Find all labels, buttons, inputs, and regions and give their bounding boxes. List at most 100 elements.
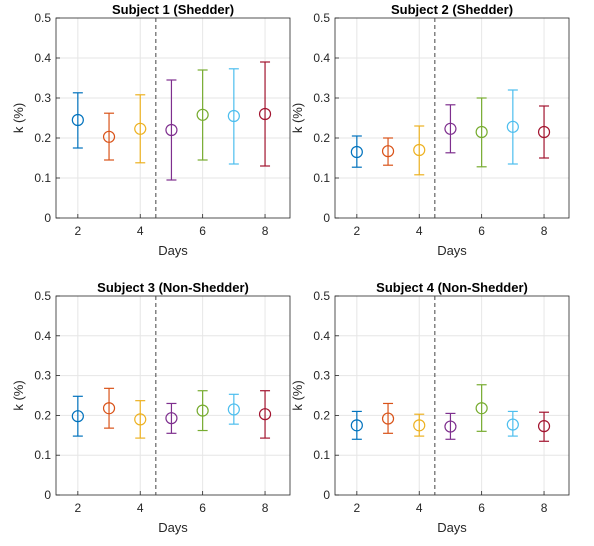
data-point-day-6	[475, 97, 488, 168]
data-marker	[227, 403, 240, 416]
data-point-day-5	[444, 104, 457, 154]
data-marker	[475, 125, 488, 139]
chart-panel-2: 0 0.1 0.2 0.3 0.4 0.5 2 4 6 8 Subject 2 (Shedder) D…	[290, 2, 570, 258]
data-marker	[196, 404, 209, 417]
x-tick-label: 2	[74, 224, 81, 238]
data-point-day-8	[537, 411, 551, 442]
x-axis-label: Days	[437, 520, 467, 535]
data-point-day-3	[381, 137, 395, 166]
y-tick-label: 0.1	[313, 171, 330, 185]
chart-panel-1: 0 0.1 0.2 0.3 0.4 0.5 2 4 6 8 Subject 1 (Shedder) D…	[11, 2, 291, 258]
panel-title: Subject 2 (Shedder)	[391, 2, 513, 17]
x-axis-label: Days	[158, 243, 188, 258]
y-tick-label: 0.3	[34, 91, 51, 105]
y-tick-label: 0.5	[313, 11, 330, 25]
data-marker	[413, 419, 426, 432]
x-tick-label: 2	[74, 501, 81, 515]
data-point-day-7	[506, 89, 519, 165]
x-tick-label: 8	[262, 501, 269, 515]
data-marker	[444, 122, 457, 135]
data-marker	[165, 123, 178, 137]
data-marker	[537, 125, 551, 139]
y-tick-label: 0.4	[34, 329, 51, 343]
data-marker	[102, 402, 116, 415]
data-point-day-4	[413, 413, 426, 437]
y-tick-label: 0.2	[313, 408, 330, 422]
y-tick-label: 0.2	[34, 408, 51, 422]
data-point-day-2	[71, 92, 84, 149]
data-point-day-8	[258, 61, 272, 167]
y-axis-label: k (%)	[290, 103, 305, 133]
data-point-day-6	[475, 384, 488, 432]
data-point-day-4	[134, 94, 147, 164]
x-tick-label: 6	[199, 501, 206, 515]
y-tick-label: 0.3	[34, 369, 51, 383]
x-tick-label: 6	[199, 224, 206, 238]
data-marker	[381, 412, 395, 425]
data-marker	[444, 420, 457, 433]
data-point-day-6	[196, 69, 209, 161]
x-axis-label: Days	[437, 243, 467, 258]
y-tick-label: 0.4	[313, 329, 330, 343]
x-tick-label: 6	[478, 501, 485, 515]
panel-title: Subject 3 (Non-Shedder)	[97, 280, 249, 295]
data-marker	[71, 113, 84, 127]
y-tick-label: 0.2	[313, 131, 330, 145]
axes-box	[55, 17, 291, 219]
x-tick-label: 4	[137, 224, 144, 238]
data-point-day-3	[102, 112, 116, 161]
y-axis-label: k (%)	[11, 380, 26, 410]
data-marker	[227, 109, 240, 123]
x-tick-label: 2	[353, 224, 360, 238]
data-point-day-5	[165, 402, 178, 434]
y-tick-label: 0.5	[34, 289, 51, 303]
data-marker	[506, 418, 519, 431]
y-tick-label: 0.3	[313, 369, 330, 383]
x-tick-label: 4	[416, 501, 423, 515]
x-tick-label: 8	[541, 501, 548, 515]
data-marker	[134, 122, 147, 135]
data-marker	[537, 420, 551, 433]
data-marker	[196, 108, 209, 121]
data-point-day-8	[537, 105, 551, 159]
data-point-day-6	[196, 390, 209, 432]
data-point-day-3	[102, 387, 116, 429]
x-tick-label: 8	[262, 224, 269, 238]
axes-box	[334, 295, 570, 496]
x-tick-label: 4	[416, 224, 423, 238]
y-tick-label: 0.1	[313, 448, 330, 462]
x-tick-label: 6	[478, 224, 485, 238]
chart-panel-3: 0 0.1 0.2 0.3 0.4 0.5 2 4 6 8 Subject 3 (Non-Shedd…	[11, 280, 291, 535]
data-point-day-2	[350, 410, 363, 440]
data-point-day-7	[506, 410, 519, 437]
panel-title: Subject 4 (Non-Shedder)	[376, 280, 528, 295]
data-marker	[381, 145, 395, 158]
y-tick-label: 0	[323, 488, 330, 502]
data-marker	[475, 402, 488, 415]
data-marker	[165, 412, 178, 425]
data-marker	[134, 413, 147, 426]
data-point-day-7	[227, 68, 240, 165]
data-marker	[350, 419, 363, 432]
y-tick-label: 0.2	[34, 131, 51, 145]
data-point-day-5	[165, 79, 178, 181]
x-tick-label: 4	[137, 501, 144, 515]
axes-box	[55, 295, 291, 496]
data-point-day-4	[134, 400, 147, 439]
chart-panel-4: 0 0.1 0.2 0.3 0.4 0.5 2 4 6 8 Subject 4 (Non-Shedd…	[290, 280, 570, 535]
data-marker	[413, 143, 426, 157]
axes-box	[334, 17, 570, 219]
data-marker	[102, 130, 116, 143]
y-axis-label: k (%)	[11, 103, 26, 133]
data-point-day-7	[227, 393, 240, 425]
x-tick-label: 8	[541, 224, 548, 238]
y-tick-label: 0.3	[313, 91, 330, 105]
data-marker	[506, 120, 519, 133]
y-tick-label: 0	[323, 211, 330, 225]
y-axis-label: k (%)	[290, 380, 305, 410]
data-point-day-2	[71, 395, 84, 437]
y-tick-label: 0	[44, 488, 51, 502]
data-marker	[350, 145, 363, 159]
y-tick-label: 0.5	[34, 11, 51, 25]
